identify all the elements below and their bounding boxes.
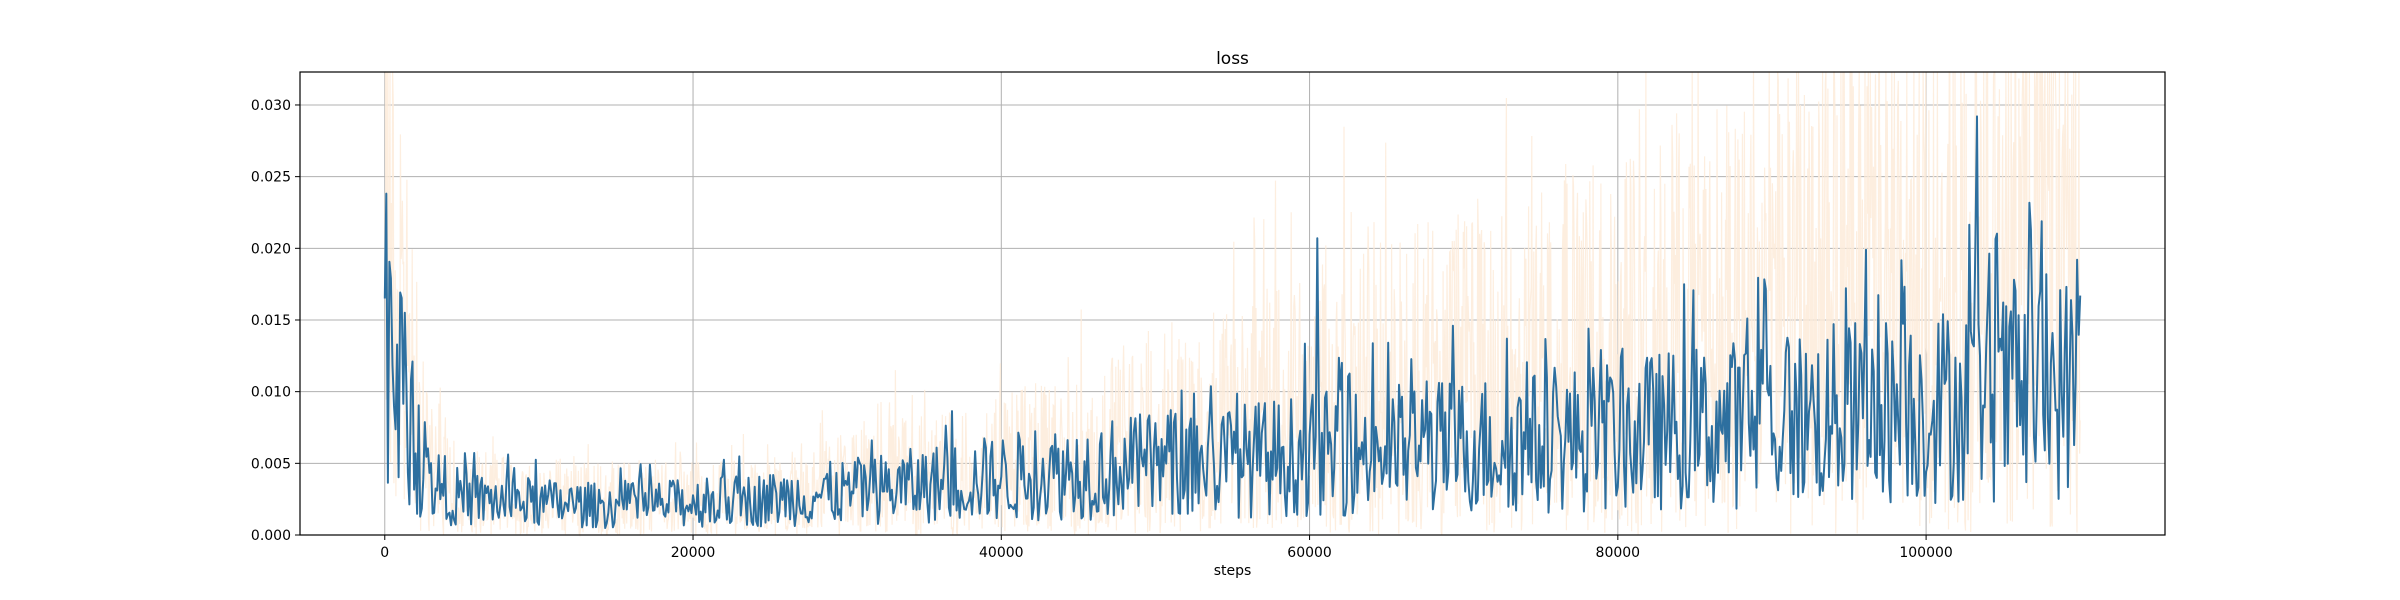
x-tick-label: 100000 bbox=[1899, 545, 1952, 561]
x-tick-label: 20000 bbox=[671, 545, 716, 561]
y-tick-label: 0.015 bbox=[251, 313, 291, 329]
y-tick-label: 0.010 bbox=[251, 385, 291, 401]
plot-frame bbox=[299, 71, 2166, 536]
x-tick-label: 80000 bbox=[1596, 545, 1641, 561]
raw-loss-line bbox=[384, 71, 2081, 538]
y-tick-label: 0.005 bbox=[251, 456, 291, 472]
y-tick-label: 0.020 bbox=[251, 241, 291, 257]
x-tick-label: 40000 bbox=[979, 545, 1024, 561]
x-tick-label: 0 bbox=[380, 545, 389, 561]
smoothed-loss-series bbox=[383, 115, 2082, 529]
chart-title: loss bbox=[1216, 49, 1249, 69]
y-tick-label: 0.000 bbox=[251, 528, 291, 544]
raw-loss-series bbox=[384, 71, 2081, 538]
y-axis-ticks: 0.000 0.005 0.010 0.015 0.020 0.025 0.030 bbox=[251, 98, 300, 544]
x-tick-label: 60000 bbox=[1287, 545, 1332, 561]
smoothed-loss-line bbox=[383, 115, 2082, 529]
y-tick-label: 0.025 bbox=[251, 170, 291, 186]
x-axis-ticks: 0 20000 40000 60000 80000 100000 bbox=[380, 535, 1953, 561]
y-tick-label: 0.030 bbox=[251, 98, 291, 114]
x-axis-label: steps bbox=[1214, 563, 1252, 579]
